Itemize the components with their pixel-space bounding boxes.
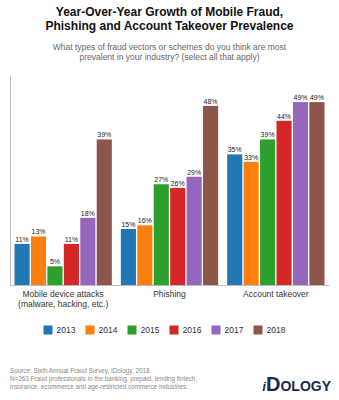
data-label: 18% [81,210,95,217]
data-label: 11% [65,236,79,243]
data-label: 15% [121,221,135,228]
x-tick-label: Account takeover [243,289,309,299]
legend-item: 2013 [44,325,76,335]
legend-item: 2015 [128,325,160,335]
data-label: 26% [171,180,185,187]
bar [276,121,291,285]
legend-item: 2018 [254,325,286,335]
x-tick-label: Mobile device attacks(malware, hacking, … [18,289,108,309]
legend-swatch [86,326,95,335]
data-label: 11% [15,236,29,243]
bar [293,102,308,285]
bar [260,139,275,285]
bar [47,266,62,285]
legend-swatch [254,326,263,335]
data-label: 35% [228,146,242,153]
title: Year-Over-Year Growth of Mobile Fraud,Ph… [45,5,293,33]
data-label: 39% [261,131,275,138]
text-line: Year-Over-Year Growth of Mobile Fraud, [56,5,283,19]
legend-label: 2017 [225,325,244,335]
data-labels: 11% 15% 35% 13% 16% 33% 5% 27% 39% 11% 26% 44% 18% 29… [15,94,324,265]
text-line: (malware, hacking, etc.) [18,299,108,309]
bar [80,218,95,285]
legend: 2013 2014 2015 2016 2017 2018 [44,325,286,335]
text-line: prevalent in your industry? (select all … [79,52,259,62]
bar [154,184,169,285]
data-label: 44% [277,113,291,120]
bar-series [64,121,292,285]
bar [137,225,152,285]
data-label: 13% [31,228,45,235]
bar [187,177,202,285]
x-tick: Mobile device attacks(malware, hacking, … [18,289,108,309]
bar-series [97,102,325,285]
x-axis-line [11,285,330,286]
subtitle: What types of fraud vectors or schemes d… [53,42,287,62]
bar [309,102,324,285]
legend-swatch [212,326,221,335]
bar-series [31,162,259,285]
annotation: D [266,373,280,395]
data-label: 48% [204,98,218,105]
text-line: Phishing [153,289,186,299]
data-label: 27% [154,176,168,183]
bar [15,244,30,285]
x-tick: Account takeover [243,289,309,299]
text-line: insurance, ecommerce and age-restricted … [10,383,188,391]
data-label: 39% [97,131,111,138]
text-line: Phishing and Account Takeover Prevalence [45,19,293,33]
legend-label: 2013 [57,325,76,335]
annotation: OLOGY [280,378,331,394]
legend-label: 2014 [99,325,118,335]
legend-label: 2015 [141,325,160,335]
legend-swatch [170,326,179,335]
bar [203,106,218,285]
text-line: Mobile device attacks [23,289,104,299]
y-axis [10,77,11,286]
text-line: Account takeover [243,289,309,299]
legend-swatch [44,326,53,335]
legend-item: 2017 [212,325,244,335]
bars [15,102,325,285]
data-label: 49% [310,94,324,101]
bar [227,154,242,285]
chart: Year-Over-Year Growth of Mobile Fraud,Ph… [0,0,339,400]
x-axis: Mobile device attacks(malware, hacking, … [11,286,330,309]
bar [244,162,259,285]
bar [170,188,185,285]
text-line: N=263 Fraud professionals in the banking… [10,375,197,383]
bar [97,139,112,285]
legend-label: 2018 [267,325,286,335]
bar [64,244,79,285]
data-label: 49% [293,94,307,101]
legend-item: 2014 [86,325,118,335]
text-line: What types of fraud vectors or schemes d… [53,42,287,52]
x-tick: Phishing [153,289,186,299]
data-label: 5% [50,258,60,265]
y-axis-line [10,77,11,286]
text-line: Source: Sixth Annual Fraud Survey, IDolo… [10,367,150,375]
bar-series [47,139,275,285]
legend-label: 2016 [183,325,202,335]
data-label: 33% [244,154,258,161]
x-tick-label: Phishing [153,289,186,299]
source: Source: Sixth Annual Fraud Survey, IDolo… [10,367,197,391]
data-label: 16% [138,217,152,224]
data-label: 29% [187,169,201,176]
bar [121,229,136,285]
legend-swatch [128,326,137,335]
bar [31,236,46,285]
logo: iDOLOGY [262,373,331,395]
bar-series [80,102,308,285]
legend-item: 2016 [170,325,202,335]
